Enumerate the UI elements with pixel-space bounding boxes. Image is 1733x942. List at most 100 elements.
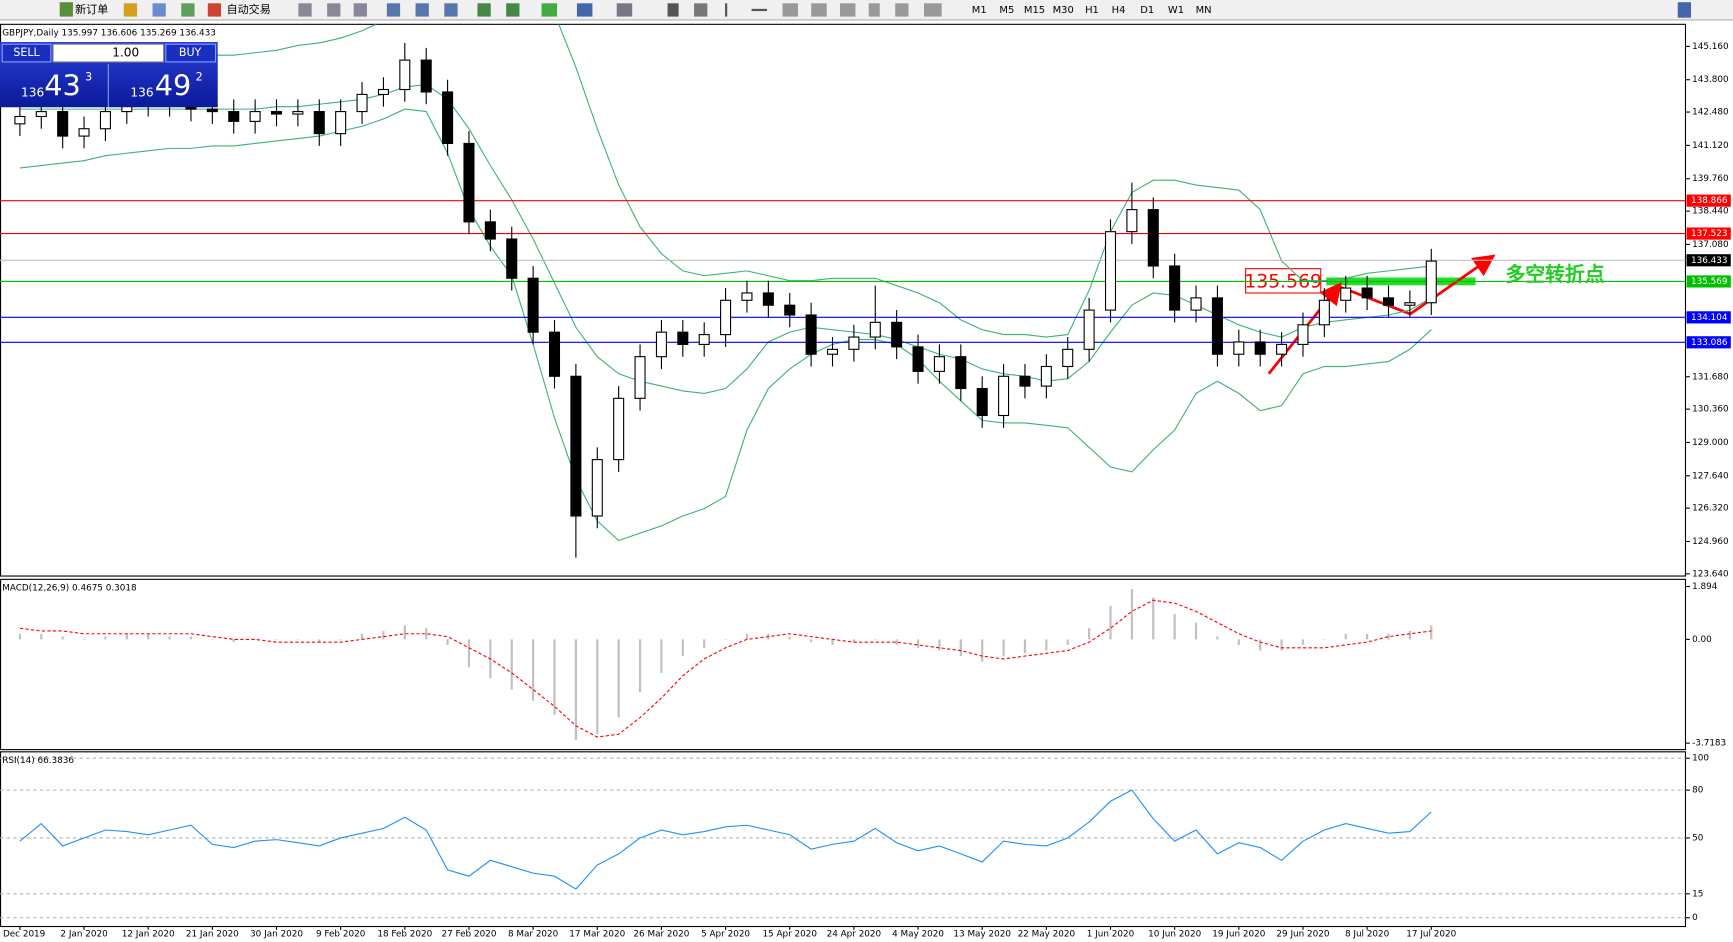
icon[interactable] — [751, 8, 768, 12]
sell-price-pips[interactable]: 43 — [44, 68, 81, 102]
histogram-bar — [874, 639, 877, 640]
timeframe[interactable]: M5 — [999, 5, 1014, 16]
sell-label[interactable]: SELL — [13, 46, 40, 59]
new-order[interactable]: 新订单 — [75, 2, 108, 16]
sell-price-big[interactable]: 136 — [21, 85, 44, 99]
candle-body — [1276, 343, 1288, 355]
y-tick-label: 145.160 — [1692, 42, 1729, 52]
x-tick-label: 2 Jan 2020 — [60, 930, 108, 940]
sell-price-point[interactable]: 3 — [85, 70, 92, 83]
icon[interactable] — [1677, 2, 1692, 18]
buy-label[interactable]: BUY — [179, 46, 202, 59]
icon[interactable] — [782, 3, 798, 17]
candle-body — [591, 459, 603, 517]
icon[interactable] — [415, 3, 429, 17]
icon[interactable] — [616, 3, 633, 17]
candle-body — [484, 221, 496, 240]
icon[interactable] — [725, 3, 728, 17]
histogram-bar — [1088, 628, 1091, 640]
timeframe[interactable]: MN — [1196, 5, 1212, 16]
x-tick-label: 9 Feb 2020 — [316, 930, 366, 940]
icon[interactable] — [152, 3, 166, 17]
x-tick-label: 18 Feb 2020 — [377, 930, 432, 940]
histogram-bar — [211, 639, 214, 640]
candle-body — [335, 111, 347, 135]
icon[interactable] — [207, 3, 222, 17]
candle-body — [762, 292, 774, 306]
y-tick-label: 141.120 — [1692, 141, 1729, 151]
candle-body — [1404, 302, 1416, 306]
timeframe[interactable]: M15 — [1024, 5, 1045, 16]
icon[interactable] — [694, 3, 708, 17]
icon[interactable] — [123, 3, 138, 17]
candle-body — [955, 356, 967, 390]
lots: 1.00 — [112, 46, 139, 60]
icon[interactable] — [298, 3, 312, 17]
x-tick-label: 5 Apr 2020 — [701, 930, 750, 940]
lots-input[interactable] — [52, 43, 165, 63]
x-tick-label: 13 May 2020 — [953, 930, 1011, 940]
candle-body — [1083, 309, 1095, 350]
histogram-bar — [104, 636, 107, 640]
buy-price-big[interactable]: 136 — [130, 85, 153, 99]
timeframe[interactable]: H1 — [1085, 5, 1099, 16]
candle-body — [1062, 348, 1074, 368]
icon[interactable] — [811, 3, 827, 17]
icon[interactable] — [444, 3, 458, 17]
x-tick-label: 4 Dec 2019 — [0, 930, 45, 940]
buy-price-pips[interactable]: 49 — [155, 68, 192, 102]
icon[interactable] — [839, 3, 856, 17]
candle-body — [1169, 265, 1181, 311]
timeframe[interactable]: M30 — [1053, 5, 1074, 16]
candle-body — [784, 304, 796, 316]
candle-body — [313, 111, 325, 135]
histogram-bar — [831, 639, 834, 645]
histogram-bar — [1130, 589, 1133, 640]
candle-body — [1340, 287, 1352, 301]
icon[interactable] — [181, 3, 195, 17]
histogram-bar — [1366, 633, 1369, 640]
timeframe[interactable]: D1 — [1140, 5, 1154, 16]
sell-button[interactable] — [1, 43, 52, 63]
candle-body — [891, 321, 903, 348]
candle-body — [548, 331, 561, 377]
icon[interactable] — [353, 3, 367, 17]
icon[interactable] — [576, 3, 593, 17]
buy-button[interactable] — [165, 43, 217, 63]
candle-body — [1233, 341, 1245, 355]
icon[interactable] — [386, 3, 401, 17]
histogram-bar — [788, 636, 791, 640]
icon[interactable] — [477, 3, 491, 17]
x-tick-label: 26 Mar 2020 — [633, 930, 689, 940]
auto-trading[interactable]: 自动交易 — [227, 2, 271, 16]
timeframe[interactable]: W1 — [1168, 5, 1184, 16]
x-tick-label: 8 Mar 2020 — [508, 930, 559, 940]
candle-body — [206, 108, 218, 113]
histogram-bar — [168, 636, 171, 640]
icon[interactable] — [923, 3, 942, 17]
histogram-bar — [638, 639, 642, 693]
price-label-box — [1686, 311, 1731, 324]
histogram-bar — [681, 639, 684, 657]
timeframe[interactable]: M1 — [972, 5, 987, 16]
panel-title: MACD(12,26,9) 0.4675 0.3018 — [2, 584, 137, 594]
buy-price-point[interactable]: 2 — [196, 70, 203, 83]
icon[interactable] — [541, 3, 558, 17]
candle-body — [570, 375, 582, 517]
candle-body — [1190, 297, 1202, 311]
icon[interactable] — [667, 3, 679, 17]
icon[interactable] — [327, 3, 341, 17]
icon[interactable] — [895, 3, 909, 17]
timeframe[interactable]: H4 — [1112, 5, 1126, 16]
candle-body — [1361, 287, 1373, 299]
histogram-bar — [1194, 622, 1198, 640]
icon[interactable] — [868, 3, 880, 17]
candle-body — [1254, 341, 1266, 355]
icon[interactable] — [59, 2, 73, 17]
y-tick-label: 139.760 — [1692, 174, 1729, 184]
candle-body — [1382, 297, 1395, 306]
histogram-bar — [895, 639, 898, 645]
x-tick-label: 24 Apr 2020 — [827, 930, 882, 940]
icon[interactable] — [506, 3, 520, 17]
